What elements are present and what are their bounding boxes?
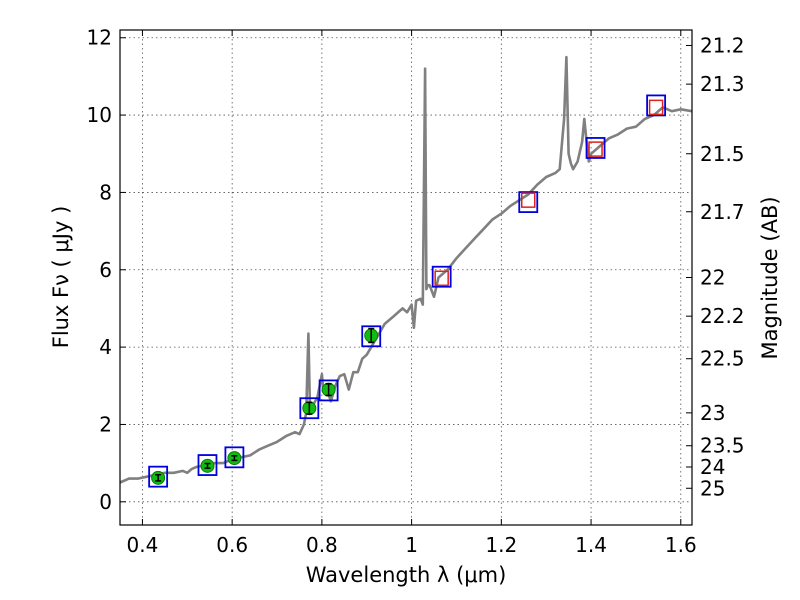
x-tick-label: 0.8 [306, 533, 338, 557]
y-axis-title: Flux Fν ( μJy ) [49, 206, 73, 349]
right-tick-label: 22 [700, 266, 725, 290]
model-point [224, 446, 245, 469]
model-point [585, 137, 606, 159]
model-point [646, 94, 667, 117]
model-point [299, 397, 320, 420]
right-tick-label: 22.5 [700, 347, 745, 371]
model-point [361, 325, 382, 348]
model-point [518, 191, 539, 213]
x-tick-label: 0.4 [127, 533, 159, 557]
spectrum-layer [119, 55, 693, 484]
model-point [148, 465, 169, 488]
x-tick-label: 0.6 [216, 533, 248, 557]
y-tick-label: 2 [99, 412, 112, 436]
y-tick-label: 4 [99, 335, 112, 359]
right-tick-label: 24 [700, 455, 725, 479]
right-tick-label: 21.3 [700, 72, 745, 96]
right-tick-label: 21.5 [700, 142, 745, 166]
x-tick-label: 1.4 [575, 533, 607, 557]
plot-area [120, 30, 692, 525]
x-tick-label: 1 [405, 533, 418, 557]
right-tick-label: 25 [700, 476, 725, 500]
right-tick-label: 23.5 [700, 434, 745, 458]
y-tick-label: 12 [87, 26, 112, 50]
spectrum-line [119, 55, 693, 484]
right-tick-label: 22.2 [700, 304, 745, 328]
model-point [197, 454, 218, 476]
x-tick-label: 1.6 [665, 533, 697, 557]
x-axis-title: Wavelength λ (μm) [306, 563, 507, 587]
model-point [431, 265, 452, 288]
upper-limit-point [588, 141, 603, 157]
y-tick-label: 6 [99, 258, 112, 282]
upper-limit-point [521, 192, 536, 208]
model-point [318, 379, 339, 402]
y-tick-label: 0 [99, 490, 112, 514]
grid [120, 30, 692, 525]
upper-limit-point [434, 270, 449, 287]
right-tick-label: 21.2 [700, 33, 745, 57]
right-axis-title: Magnitude (AB) [758, 196, 782, 359]
y-tick-label: 10 [87, 103, 112, 127]
right-tick-label: 21.7 [700, 200, 745, 224]
photometry-layer [148, 94, 667, 488]
right-tick-label: 23 [700, 401, 725, 425]
x-tick-label: 1.2 [485, 533, 517, 557]
upper-limit-point [648, 99, 664, 116]
y-tick-label: 8 [99, 180, 112, 204]
